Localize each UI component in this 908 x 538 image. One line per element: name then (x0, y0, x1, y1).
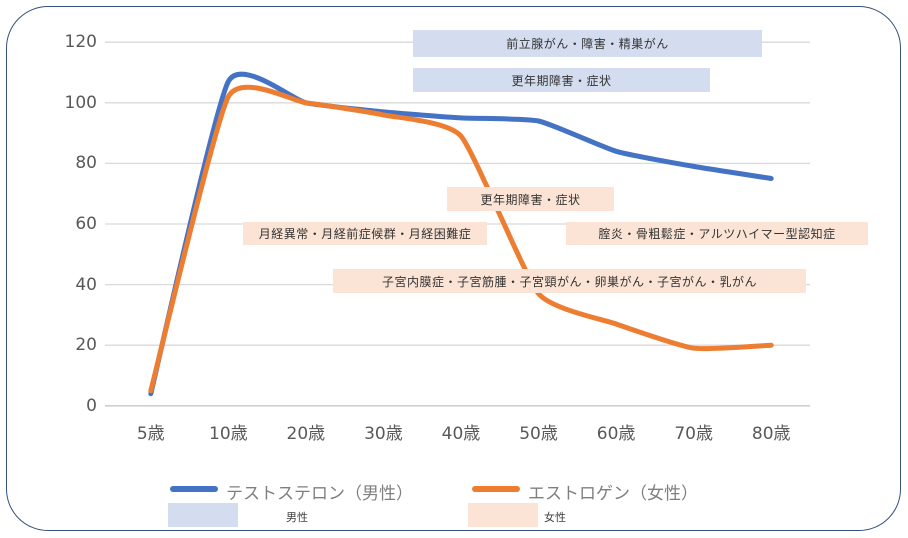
y-axis-tick-100: 100 (64, 92, 97, 113)
y-axis-tick-40: 40 (75, 274, 97, 295)
annotation-band-female-3: 更年期障害・症状 (447, 187, 614, 211)
x-axis-tick-9: 80歳 (751, 424, 791, 444)
legend-male-series-label: テストステロン（男性） (226, 484, 413, 504)
y-axis-tick-120: 120 (64, 32, 97, 53)
y-axis-tick-80: 80 (75, 153, 97, 174)
annotation-band-male-1: 前立腺がん・障害・精巣がん (413, 30, 762, 57)
series-line-testosterone (148, 71, 774, 397)
x-axis-tick-7: 60歳 (596, 424, 636, 444)
legend-female-line-swatch (472, 486, 520, 492)
legend-female-band-swatch (468, 503, 538, 527)
legend-female-series-label: エストロゲン（女性） (528, 484, 698, 504)
legend-male-line-swatch (170, 486, 218, 492)
annotation-band-male-2: 更年期障害・症状 (413, 68, 710, 92)
annotation-band-female-6: 子宮内膜症・子宮筋腫・子宮頸がん・卵巣がん・子宮がん・乳がん (333, 269, 806, 293)
annotation-band-female-4: 月経異常・月経前症候群・月経困難症 (243, 222, 487, 245)
x-axis-tick-2: 10歳 (209, 424, 248, 444)
y-axis-tick-60: 60 (75, 214, 97, 234)
y-axis-tick-0: 0 (86, 395, 97, 416)
x-axis-tick-1: 5歳 (136, 424, 165, 444)
series-line-estrogen (148, 84, 774, 394)
legend-male-band-swatch (168, 503, 238, 527)
legend-male-band-label: 男性 (286, 511, 308, 524)
legend-female-band-label: 女性 (544, 511, 566, 524)
x-axis-tick-3: 20歳 (286, 424, 326, 444)
x-axis-tick-4: 30歳 (364, 424, 403, 444)
annotation-band-female-5: 腟炎・骨粗鬆症・アルツハイマー型認知症 (566, 222, 868, 245)
y-axis-tick-20: 20 (75, 335, 97, 356)
x-axis-tick-6: 50歳 (519, 424, 558, 444)
x-axis-tick-8: 70歳 (674, 424, 713, 444)
x-axis-tick-5: 40歳 (441, 424, 481, 444)
